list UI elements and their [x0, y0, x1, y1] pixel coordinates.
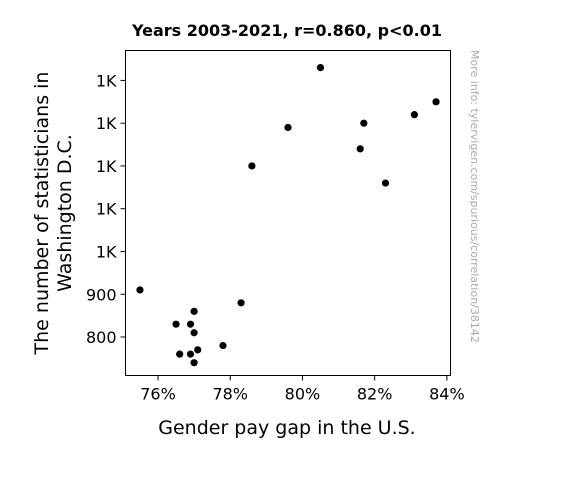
y-tick-label: 1K [96, 114, 117, 133]
points-layer [136, 64, 440, 367]
data-point [237, 299, 245, 307]
y-axis-ticks: 800 900 1K 1K 1K 1K 1K [86, 71, 126, 347]
data-point [316, 64, 325, 72]
data-point [136, 286, 144, 294]
data-point [190, 307, 198, 315]
data-point [248, 162, 256, 170]
y-axis-label-line-2: Washington D.C. [54, 134, 76, 292]
data-point [190, 329, 198, 337]
data-point [381, 179, 390, 187]
y-axis-label: The number of statisticians in Washingto… [31, 72, 76, 356]
y-tick-label: 1K [96, 157, 117, 176]
data-point [410, 111, 418, 119]
data-point [186, 320, 195, 328]
y-tick-label: 800 [86, 328, 117, 347]
data-point [172, 320, 180, 328]
chart-title: Years 2003-2021, r=0.860, p<0.01 [131, 21, 442, 40]
y-tick-label: 900 [86, 285, 117, 304]
data-point [186, 350, 195, 358]
data-point [176, 350, 184, 358]
x-tick-label: 78% [212, 385, 248, 404]
x-tick-label: 82% [357, 385, 393, 404]
data-point [284, 123, 292, 132]
y-tick-label: 1K [96, 71, 117, 90]
plot-frame [125, 50, 451, 376]
data-point [432, 98, 440, 106]
data-point [194, 346, 202, 354]
x-axis-ticks: 76% 78% 80% 82% 84% [140, 375, 465, 404]
data-point [190, 359, 198, 367]
x-axis-label: Gender pay gap in the U.S. [158, 417, 415, 439]
y-tick-label: 1K [96, 200, 117, 219]
data-point [360, 119, 368, 127]
y-tick-label: 1K [96, 242, 117, 261]
data-point [356, 145, 364, 153]
y-axis-label-line-1: The number of statisticians in [31, 72, 53, 356]
x-tick-label: 76% [140, 385, 176, 404]
watermark-text: More info: tylervigen.com/spurious/corre… [468, 50, 481, 343]
data-point [219, 341, 227, 350]
x-tick-label: 80% [285, 385, 321, 404]
x-tick-label: 84% [429, 385, 465, 404]
